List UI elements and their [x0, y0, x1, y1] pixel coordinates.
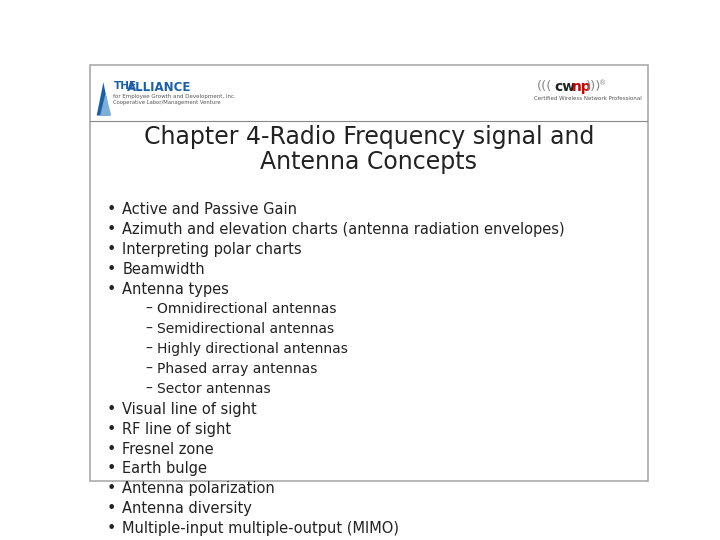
Text: •: •: [107, 521, 116, 536]
Text: ALLIANCE: ALLIANCE: [127, 82, 192, 94]
Text: •: •: [107, 422, 116, 436]
Text: –: –: [145, 322, 152, 336]
Text: RF line of sight: RF line of sight: [122, 422, 232, 436]
Text: ®: ®: [599, 80, 606, 86]
Text: Chapter 4-Radio Frequency signal and: Chapter 4-Radio Frequency signal and: [144, 125, 594, 149]
Text: •: •: [107, 202, 116, 217]
Text: Interpreting polar charts: Interpreting polar charts: [122, 242, 302, 257]
Text: •: •: [107, 442, 116, 456]
Text: Antenna types: Antenna types: [122, 282, 229, 297]
Text: –: –: [145, 382, 152, 396]
Text: THE: THE: [114, 82, 137, 91]
Text: Antenna polarization: Antenna polarization: [122, 482, 275, 496]
Text: for Employee Growth and Development, Inc.: for Employee Growth and Development, Inc…: [114, 94, 236, 99]
Text: •: •: [107, 242, 116, 257]
Polygon shape: [96, 82, 110, 116]
Text: Antenna diversity: Antenna diversity: [122, 501, 252, 516]
Text: Omnidirectional antennas: Omnidirectional antennas: [157, 302, 336, 316]
Text: •: •: [107, 222, 116, 237]
Text: Phased array antennas: Phased array antennas: [157, 362, 318, 376]
Text: •: •: [107, 262, 116, 277]
Polygon shape: [100, 93, 111, 116]
Text: ))): ))): [585, 80, 601, 93]
Text: •: •: [107, 501, 116, 516]
Text: Highly directional antennas: Highly directional antennas: [157, 342, 348, 356]
Text: Beamwidth: Beamwidth: [122, 262, 205, 277]
Text: Visual line of sight: Visual line of sight: [122, 402, 257, 416]
Text: Cooperative Labor/Management Venture: Cooperative Labor/Management Venture: [114, 100, 221, 105]
Text: Semidirectional antennas: Semidirectional antennas: [157, 322, 334, 336]
Text: –: –: [145, 302, 152, 316]
Text: –: –: [145, 362, 152, 376]
Text: cw: cw: [554, 80, 575, 94]
Text: –: –: [145, 342, 152, 356]
Text: Antenna Concepts: Antenna Concepts: [261, 150, 477, 174]
Text: Earth bulge: Earth bulge: [122, 462, 207, 476]
Text: Sector antennas: Sector antennas: [157, 382, 271, 396]
Text: •: •: [107, 402, 116, 416]
Text: Active and Passive Gain: Active and Passive Gain: [122, 202, 297, 217]
Text: Certified Wireless Network Professional: Certified Wireless Network Professional: [534, 96, 642, 100]
Text: •: •: [107, 282, 116, 297]
Text: Azimuth and elevation charts (antenna radiation envelopes): Azimuth and elevation charts (antenna ra…: [122, 222, 565, 237]
Text: Fresnel zone: Fresnel zone: [122, 442, 214, 456]
Text: np: np: [572, 80, 591, 94]
Text: •: •: [107, 462, 116, 476]
Text: Multiple-input multiple-output (MIMO): Multiple-input multiple-output (MIMO): [122, 521, 400, 536]
Text: (((: (((: [536, 80, 552, 93]
Text: •: •: [107, 482, 116, 496]
